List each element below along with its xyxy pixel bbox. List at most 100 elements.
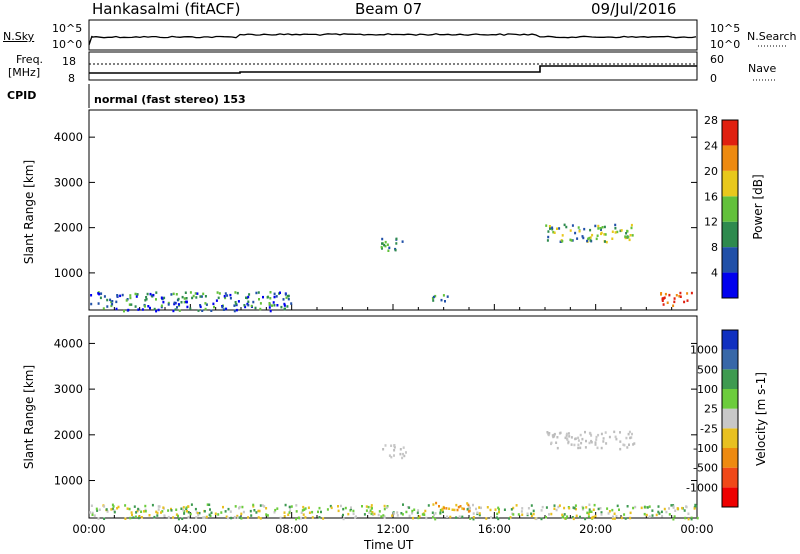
echo-cell bbox=[433, 513, 435, 517]
echo-cell bbox=[383, 507, 386, 511]
echo-cell bbox=[234, 291, 237, 294]
echo-cell bbox=[686, 292, 689, 295]
echo-cell bbox=[614, 435, 617, 439]
echo-cell bbox=[233, 515, 236, 519]
echo-cell bbox=[668, 513, 671, 516]
echo-cell bbox=[631, 432, 633, 436]
echo-cell bbox=[446, 295, 449, 298]
echo-cell bbox=[619, 229, 622, 233]
echo-cell bbox=[202, 292, 205, 296]
velocity-panel: 1000 2000 3000 4000 00:00 04:00 08:00 12:00 16:0… bbox=[54, 315, 739, 536]
echo-cell bbox=[403, 454, 406, 458]
echo-cell bbox=[288, 505, 291, 509]
echo-cell bbox=[613, 517, 616, 520]
echo-cell bbox=[368, 511, 371, 514]
echo-cell bbox=[384, 240, 387, 244]
echo-cell bbox=[640, 506, 643, 510]
echo-cell bbox=[350, 506, 352, 509]
echo-cell bbox=[213, 305, 215, 309]
echo-cell bbox=[134, 515, 137, 518]
echo-cell bbox=[451, 508, 454, 511]
echo-cell bbox=[283, 302, 286, 306]
echo-cell bbox=[588, 441, 591, 445]
echo-cell bbox=[603, 225, 606, 229]
x-tick-label: 12:00 bbox=[376, 522, 409, 536]
echo-cell bbox=[648, 505, 651, 508]
echo-cell bbox=[151, 295, 154, 298]
echo-cell bbox=[663, 507, 666, 511]
echo-cell bbox=[608, 435, 611, 439]
echo-cell bbox=[172, 309, 175, 313]
echo-cell bbox=[597, 433, 600, 437]
echo-cell bbox=[553, 231, 556, 234]
echo-cell bbox=[111, 303, 114, 306]
echo-cell bbox=[614, 223, 617, 227]
echo-cell bbox=[584, 517, 587, 521]
echo-cell bbox=[540, 517, 543, 521]
echo-cell bbox=[600, 432, 603, 436]
cpid-label: CPID bbox=[7, 89, 37, 102]
echo-cell bbox=[111, 507, 114, 511]
echo-cell bbox=[170, 507, 172, 511]
echo-cell bbox=[413, 508, 416, 511]
echo-cell bbox=[229, 297, 232, 300]
y-tick-label: 4000 bbox=[54, 336, 83, 350]
echo-cell bbox=[124, 504, 127, 507]
echo-cell bbox=[575, 507, 577, 511]
echo-cell bbox=[396, 511, 399, 514]
echo-cell bbox=[434, 512, 437, 515]
echo-cell bbox=[495, 516, 498, 519]
echo-cell bbox=[295, 510, 298, 513]
echo-cell bbox=[176, 306, 178, 309]
echo-cell bbox=[187, 505, 190, 508]
echo-cell bbox=[573, 507, 576, 510]
echo-cell bbox=[289, 509, 292, 512]
echo-cell bbox=[269, 297, 272, 300]
echo-cell bbox=[212, 302, 215, 306]
echo-cell bbox=[555, 441, 558, 444]
colorbar-tick-label: 24 bbox=[704, 139, 718, 152]
echo-cell bbox=[185, 297, 188, 300]
echo-cell bbox=[155, 510, 158, 514]
echo-cell bbox=[425, 516, 428, 520]
echo-cell bbox=[383, 243, 386, 247]
echo-cell bbox=[431, 511, 434, 514]
echo-cell bbox=[133, 505, 136, 508]
echo-cell bbox=[696, 516, 699, 520]
echo-cell bbox=[137, 507, 140, 511]
echo-cell bbox=[466, 508, 469, 511]
echo-cell bbox=[149, 306, 151, 310]
echo-cell bbox=[290, 302, 293, 305]
echo-cell bbox=[686, 299, 689, 302]
echo-cell bbox=[298, 516, 301, 520]
echo-cell bbox=[458, 515, 461, 518]
echo-cell bbox=[570, 239, 573, 242]
echo-cell bbox=[673, 300, 676, 304]
echo-cell bbox=[423, 513, 426, 516]
echo-cell bbox=[614, 231, 617, 234]
echo-cell bbox=[227, 516, 229, 520]
echo-cell bbox=[282, 298, 285, 301]
echo-cell bbox=[570, 443, 573, 446]
colorbar-segment bbox=[722, 487, 738, 507]
echo-cell bbox=[510, 508, 513, 511]
colorbar-tick-label: 12 bbox=[704, 216, 718, 229]
echo-cell bbox=[189, 307, 192, 310]
echo-cell bbox=[156, 514, 159, 517]
echo-cell bbox=[579, 446, 582, 450]
echo-cell bbox=[604, 431, 607, 434]
echo-cell bbox=[648, 515, 651, 518]
echo-cell bbox=[185, 506, 188, 509]
colorbar-segment bbox=[722, 448, 738, 468]
echo-cell bbox=[604, 240, 606, 243]
colorbar-segment bbox=[722, 369, 738, 389]
echo-cell bbox=[252, 503, 255, 507]
echo-cell bbox=[259, 504, 262, 507]
echo-cell bbox=[140, 510, 143, 513]
echo-cell bbox=[608, 510, 611, 513]
echo-cell bbox=[395, 237, 398, 241]
echo-cell bbox=[693, 507, 696, 510]
echo-cell bbox=[683, 300, 686, 304]
echo-cell bbox=[509, 516, 512, 519]
echo-cell bbox=[102, 307, 105, 310]
